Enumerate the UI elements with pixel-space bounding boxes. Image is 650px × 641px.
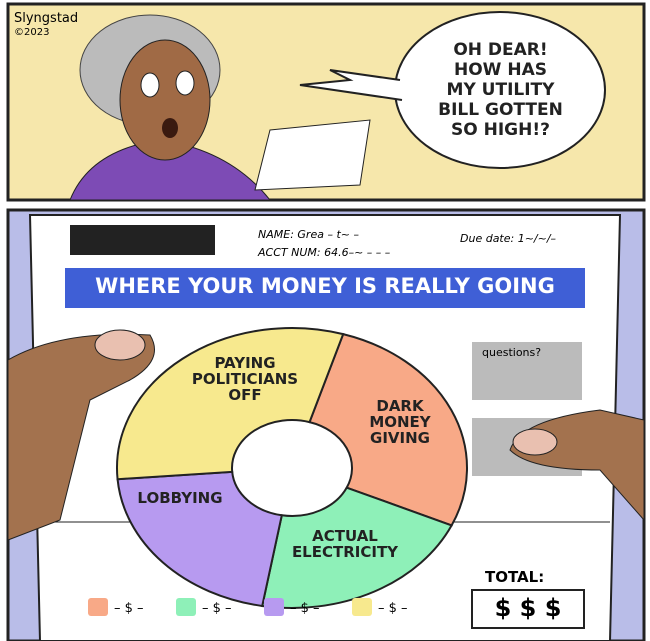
- bill-due: Due date: 1~/~/–: [460, 232, 557, 245]
- eye: [141, 73, 159, 97]
- total: $ $ $: [495, 594, 562, 622]
- banner-text: WHERE YOUR MONEY IS REALLY GOING: [95, 274, 555, 298]
- legend-label: – $ –: [290, 601, 320, 616]
- legend-swatch: [176, 598, 196, 616]
- legend-label: – $ –: [202, 601, 232, 616]
- bill-account: ACCT NUM: 64.6–~ – – –: [257, 246, 391, 259]
- questions: questions?: [482, 346, 541, 359]
- legend-swatch: [264, 598, 284, 616]
- year: ©2023: [14, 27, 49, 38]
- letter: [255, 120, 370, 190]
- legend-swatch: [352, 598, 372, 616]
- eye: [176, 71, 194, 95]
- slice-label: DARK MONEY GIVING: [345, 398, 455, 446]
- artist: Slyngstad: [14, 11, 78, 26]
- comic: Slyngstad ©2023 WHERE YOUR MONEY IS REAL…: [0, 0, 650, 641]
- thumbnail: [95, 330, 145, 360]
- speech-text: OH DEAR! HOW HAS MY UTILITY BILL GOTTEN …: [438, 40, 563, 140]
- total-label: TOTAL:: [485, 568, 544, 586]
- barcode: [70, 225, 215, 255]
- legend-label: – $ –: [378, 601, 408, 616]
- legend-swatch: [88, 598, 108, 616]
- slice-label: ACTUAL ELECTRICITY: [280, 528, 410, 560]
- legend-label: – $ –: [114, 601, 144, 616]
- face: [120, 40, 210, 160]
- mouth: [162, 118, 178, 138]
- slice-label: PAYING POLITICIANS OFF: [180, 355, 310, 403]
- bill-name: NAME: Grea – t~ –: [258, 228, 359, 241]
- thumbnail: [513, 429, 557, 455]
- slice-label: LOBBYING: [125, 490, 235, 506]
